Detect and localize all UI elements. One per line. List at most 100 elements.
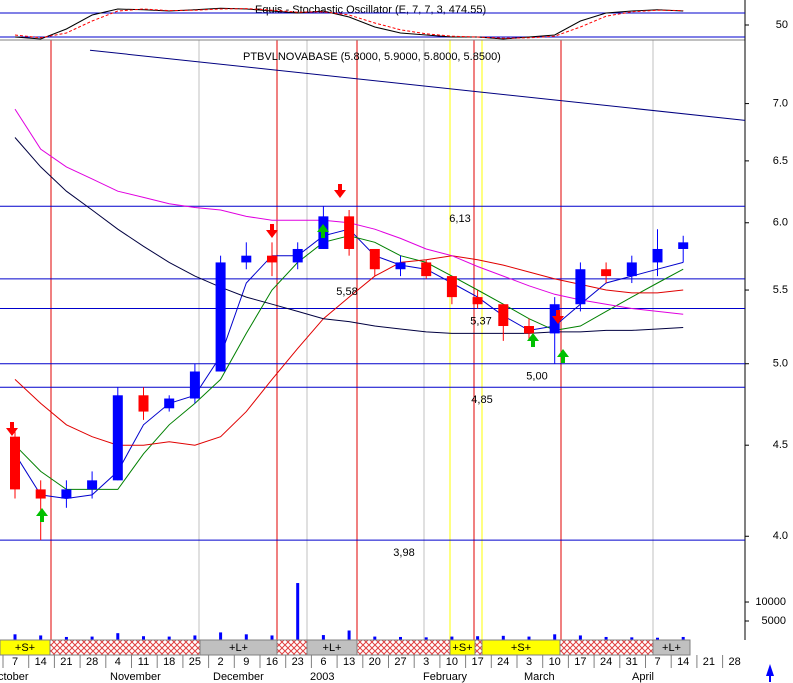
indicator-line	[14, 137, 684, 334]
scroll-arrow[interactable]	[766, 664, 774, 682]
volume-bar	[347, 630, 351, 640]
candle-body	[472, 297, 483, 305]
y-tick-label: 4.5	[773, 439, 788, 451]
x-tick-label: 13	[343, 656, 355, 668]
level-label: 5,58	[336, 286, 357, 298]
candle-body	[189, 371, 200, 399]
buy-arrow	[36, 508, 48, 522]
sell-arrow	[552, 310, 564, 324]
signal-label: +S+	[452, 642, 472, 654]
x-tick-label: 3	[526, 656, 532, 668]
candle-body	[575, 269, 586, 305]
x-tick-label: 21	[703, 656, 715, 668]
x-tick-label: 16	[266, 656, 278, 668]
indicator-line	[14, 7, 684, 40]
volume-bar	[578, 635, 582, 640]
y-tick-label: 5.0	[773, 358, 788, 370]
level-label: 4,85	[471, 394, 492, 406]
candle-body	[395, 262, 406, 270]
y-tick-label: 7.0	[773, 97, 788, 109]
candle-body	[241, 255, 252, 263]
x-tick-label: 17	[471, 656, 483, 668]
y-tick-label: 4.0	[773, 530, 788, 542]
candle-body	[498, 304, 509, 327]
volume-bar	[142, 636, 145, 640]
volume-bar	[64, 636, 68, 640]
y-tick-label: 10000	[755, 596, 786, 608]
volume-bar	[450, 636, 454, 640]
x-tick-label: 17	[574, 656, 586, 668]
level-label: 5,00	[526, 371, 547, 383]
candle-body	[652, 248, 663, 263]
signal-label: +S+	[511, 642, 531, 654]
x-tick-label: 27	[394, 656, 406, 668]
y-tick-label: 5000	[762, 615, 786, 627]
x-tick-label: 28	[86, 656, 98, 668]
x-tick-label: 4	[115, 656, 121, 668]
signal-segment	[0, 639, 51, 656]
x-tick-label: 28	[728, 656, 740, 668]
candle-body	[626, 262, 637, 277]
y-tick-label: 6.0	[773, 217, 788, 229]
signal-segment	[449, 639, 476, 656]
month-label: February	[423, 671, 468, 683]
x-tick-label: 9	[243, 656, 249, 668]
level-label: 3,98	[393, 547, 414, 559]
candle-body	[344, 216, 355, 249]
signal-segment	[306, 639, 358, 656]
sell-arrow	[266, 224, 278, 238]
indicator-line	[14, 255, 684, 446]
indicator-line	[14, 8, 684, 39]
volume-bar	[219, 632, 223, 640]
candle-body	[446, 276, 457, 298]
candle-body	[267, 255, 277, 263]
volume-bar	[630, 637, 634, 640]
volume-bar	[501, 635, 505, 640]
buy-arrow	[557, 349, 569, 363]
signal-label: +S+	[15, 642, 35, 654]
x-tick-label: 24	[497, 656, 509, 668]
oscillator-title: Equis - Stochastic Oscillator (E, 7, 7, …	[255, 4, 486, 16]
volume-bar	[321, 635, 325, 640]
y-tick-label: 5.5	[773, 284, 788, 296]
buy-arrow	[317, 224, 329, 238]
signal-segment	[199, 639, 278, 656]
y-tick-label: 6.5	[773, 155, 788, 167]
candle-body	[215, 262, 226, 372]
level-label: 6,13	[449, 213, 470, 225]
candle-body	[164, 398, 175, 409]
signal-segment	[481, 639, 561, 656]
x-tick-label: 24	[600, 656, 612, 668]
x-tick-label: 6	[320, 656, 326, 668]
candle-body	[292, 248, 303, 263]
candle-body	[87, 480, 98, 490]
x-tick-label: 18	[163, 656, 175, 668]
volume-bar	[656, 637, 659, 640]
candle-body	[369, 248, 380, 270]
month-label: April	[632, 671, 654, 683]
volume-bar	[424, 637, 428, 640]
month-label: March	[524, 671, 555, 683]
chart-title: PTBVLNOVABASE (5.8000, 5.9000, 5.8000, 5…	[243, 51, 501, 63]
volume-bar	[527, 636, 531, 640]
trend-line	[89, 49, 745, 121]
month-label: December	[213, 671, 264, 683]
x-tick-label: 11	[138, 656, 149, 668]
x-tick-label: 10	[549, 656, 561, 668]
month-label: November	[110, 671, 161, 683]
x-tick-label: 20	[369, 656, 381, 668]
oscillator-panel	[0, 7, 745, 40]
volume-bar	[193, 635, 197, 640]
price-panel	[0, 49, 745, 541]
month-label: ctober	[0, 671, 29, 683]
sell-arrow	[334, 184, 346, 198]
x-tick-label: 31	[626, 656, 638, 668]
candle-body	[524, 326, 534, 334]
volume-bar	[553, 634, 557, 640]
volume-bar	[604, 636, 608, 640]
x-tick-label: 7	[12, 656, 18, 668]
sell-arrow	[6, 422, 18, 436]
volume-bar	[399, 636, 402, 640]
